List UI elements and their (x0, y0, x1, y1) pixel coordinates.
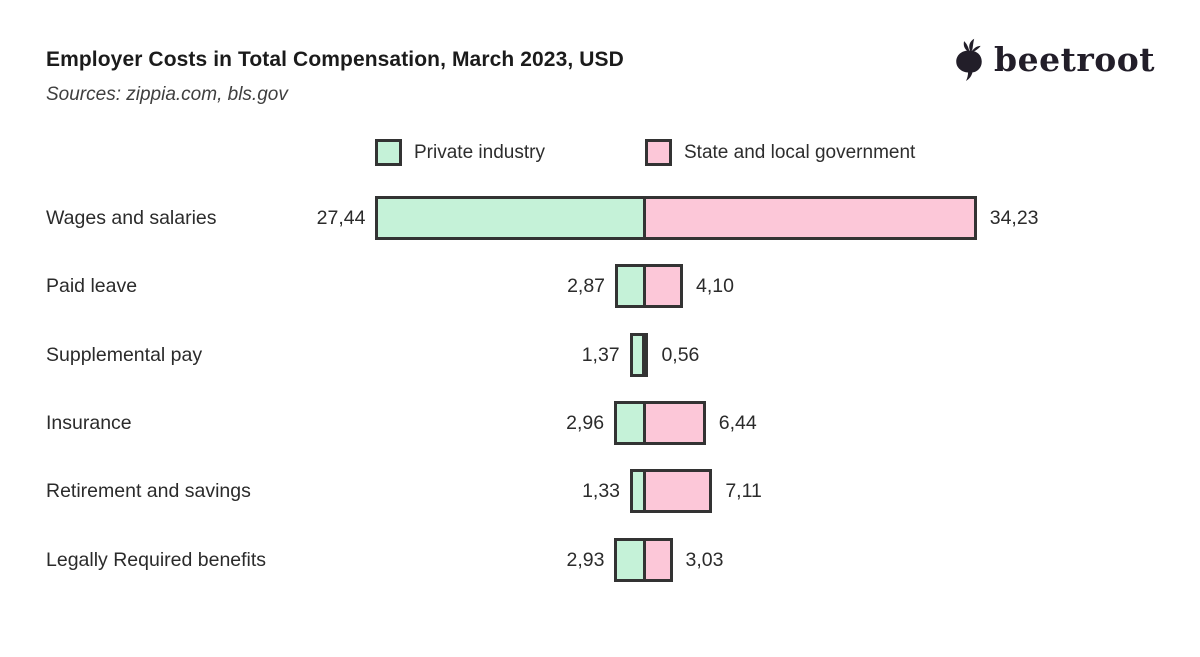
bar-private-industry (378, 199, 643, 237)
logo-wordmark: beetroot (994, 40, 1155, 79)
value-label-state-local-government: 6,44 (718, 411, 757, 434)
value-label-private-industry: 2,96 (566, 411, 605, 434)
bar-group (375, 196, 977, 240)
value-label-state-local-government: 34,23 (989, 207, 1039, 229)
legend-label-private-industry: Private industry (414, 142, 545, 163)
bar-group (615, 264, 683, 309)
sources-subtitle: Sources: zippia.com, bls.gov (46, 84, 288, 105)
value-label-private-industry: 1,33 (582, 480, 621, 503)
legend-label-state-local-government: State and local government (684, 142, 916, 163)
bar-group (629, 332, 649, 377)
bar-private-industry (617, 403, 643, 442)
legend-swatch-state-local-government (645, 139, 672, 166)
bar-private-industry (617, 540, 643, 579)
bar-state-local-government (642, 403, 703, 442)
bar-state-local-government (642, 335, 646, 374)
chart-row: Supplemental pay 1,37 0,56 (0, 332, 1200, 377)
value-label-state-local-government: 4,10 (695, 275, 734, 298)
beet-icon (952, 38, 986, 82)
chart-row: Paid leave 2,87 4,10 (0, 264, 1200, 309)
value-label-private-industry: 2,87 (567, 275, 606, 298)
value-label-private-industry: 2,93 (566, 548, 605, 571)
bar-group (614, 537, 673, 582)
value-label-state-local-government: 7,11 (725, 480, 762, 503)
beetroot-logo: beetroot (952, 38, 1155, 82)
chart-row: Insurance 2,96 6,44 (0, 400, 1200, 445)
value-label-private-industry: 27,44 (316, 207, 366, 229)
value-label-private-industry: 1,37 (581, 343, 620, 366)
chart-row: Legally Required benefits 2,93 3,03 (0, 537, 1200, 582)
category-label: Supplemental pay (46, 343, 203, 366)
value-label-state-local-government: 0,56 (661, 343, 700, 366)
chart-row: Wages and salaries 27,44 34,23 (0, 196, 1200, 240)
bar-group (614, 400, 706, 445)
category-label: Retirement and savings (46, 480, 251, 503)
bar-state-local-government (642, 267, 680, 306)
bar-private-industry (632, 335, 643, 374)
value-label-state-local-government: 3,03 (685, 548, 724, 571)
bar-private-industry (618, 267, 643, 306)
category-label: Paid leave (46, 275, 138, 298)
bar-group (630, 469, 713, 514)
category-label: Legally Required benefits (46, 548, 267, 571)
category-label: Wages and salaries (46, 207, 217, 229)
chart-row: Retirement and savings 1,33 7,11 (0, 469, 1200, 514)
legend-swatch-private-industry (375, 139, 402, 166)
bar-state-local-government (642, 540, 670, 579)
page-title: Employer Costs in Total Compensation, Ma… (46, 48, 624, 71)
legend-item-private-industry: Private industry (375, 139, 545, 166)
legend-item-state-local-government: State and local government (645, 139, 915, 166)
bar-private-industry (633, 472, 643, 511)
bar-state-local-government (642, 199, 974, 237)
bar-state-local-government (642, 472, 710, 511)
category-label: Insurance (46, 411, 132, 434)
